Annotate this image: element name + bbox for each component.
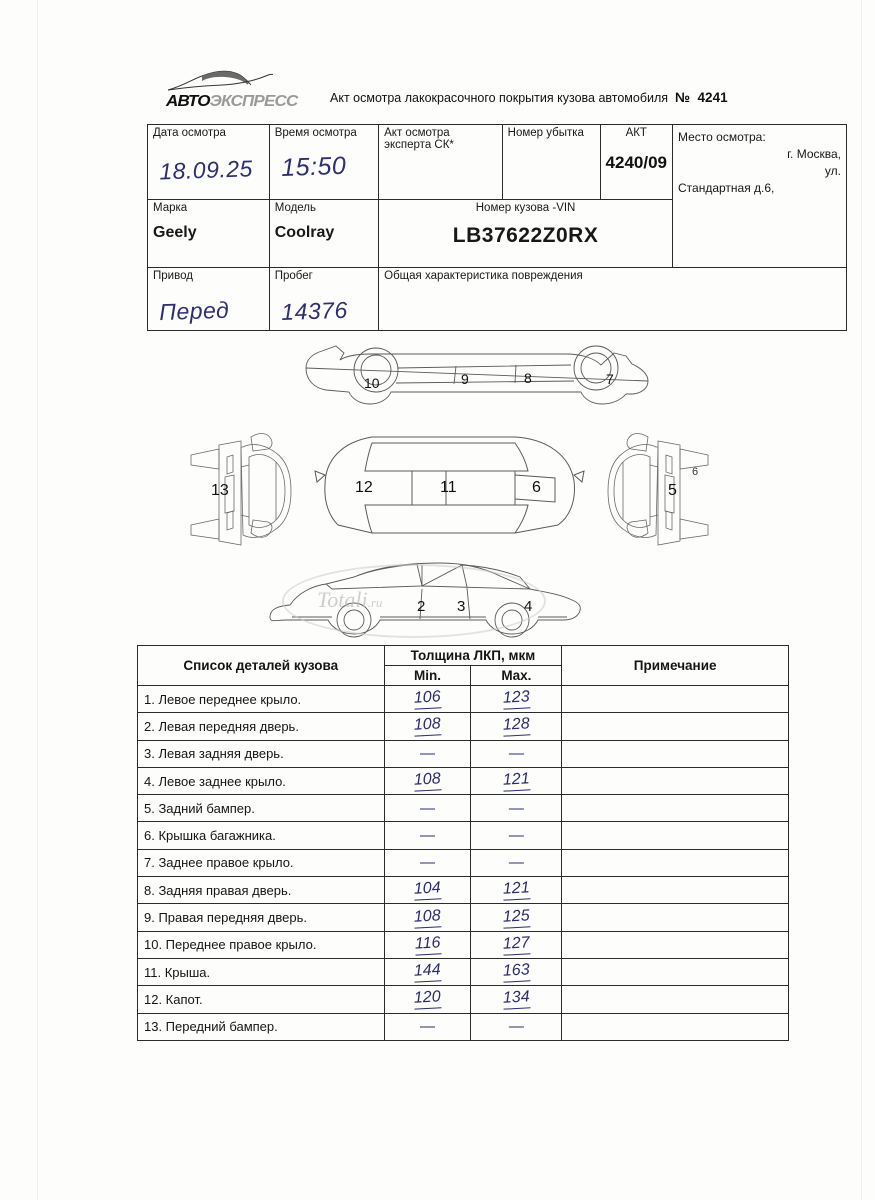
svg-text:7: 7: [606, 371, 614, 387]
svg-text:9: 9: [461, 371, 469, 387]
svg-text:8: 8: [524, 370, 532, 386]
svg-text:12: 12: [355, 479, 373, 496]
svg-text:6: 6: [692, 466, 698, 478]
svg-text:13: 13: [211, 482, 229, 499]
svg-text:6: 6: [532, 479, 541, 496]
svg-text:10: 10: [364, 375, 380, 391]
svg-text:11: 11: [440, 479, 457, 496]
svg-text:5: 5: [668, 482, 677, 499]
